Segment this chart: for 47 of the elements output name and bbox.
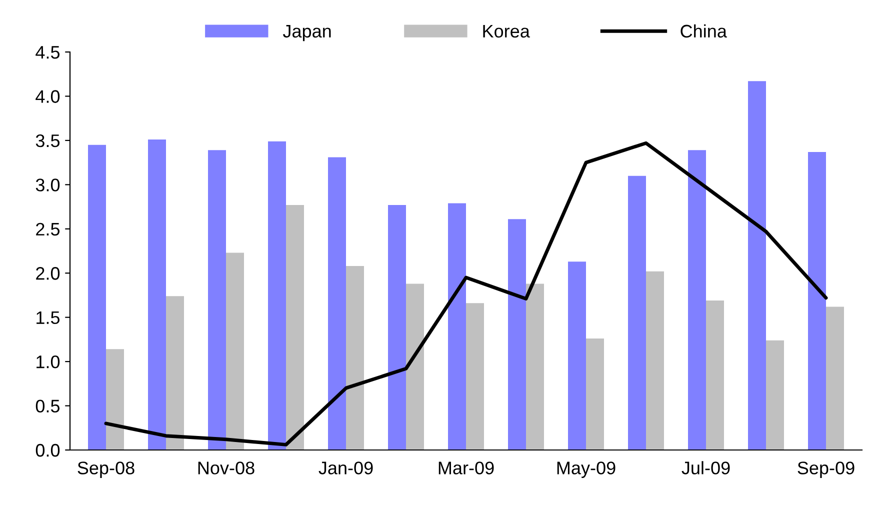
bar [208,150,226,450]
y-tick-label: 2.0 [36,267,60,280]
bar [286,205,304,450]
bar [166,296,184,450]
bar [586,338,604,450]
bar [508,219,526,450]
x-tick-label: Sep-09 [798,462,854,478]
bar [568,262,586,450]
bar [268,141,286,450]
bar [406,284,424,450]
line-series [104,141,828,446]
bar [526,284,544,450]
bar [808,152,826,450]
y-tick-label: 1.5 [36,311,60,324]
x-tick-label: May-09 [557,462,616,478]
x-tick-label: Jul-09 [682,461,730,474]
bar [226,252,244,450]
bar [826,306,844,450]
y-tick-label: 1.0 [36,355,60,368]
bar [688,150,706,450]
y-tick-label: 3.0 [36,178,60,192]
y-tick-label: 0.5 [36,400,60,412]
bar [766,340,784,450]
y-tick-label: 0.0 [36,444,60,457]
legend-label: Korea [483,25,530,38]
x-tick-label: Nov-08 [198,462,254,474]
bar [328,157,346,450]
bar [388,205,406,450]
bar [646,271,664,450]
bar [88,144,106,450]
bar [106,349,124,450]
bar [748,81,766,450]
legend-label: China [680,24,727,38]
y-tick-label: 2.5 [36,222,60,236]
bar [628,176,646,450]
bar [448,203,466,450]
bar [706,300,724,450]
bar [148,140,166,450]
x-tick-label: Jan-09 [318,462,373,474]
bar [466,303,484,450]
y-tick-label: 3.5 [36,134,60,148]
bar [346,266,364,450]
x-tick-label: Mar-09 [438,462,494,474]
legend-label: Japan [282,25,331,42]
y-tick-label: 4.5 [36,46,60,59]
y-tick-label: 4.0 [36,90,60,103]
x-tick-label: Sep-08 [78,462,134,478]
